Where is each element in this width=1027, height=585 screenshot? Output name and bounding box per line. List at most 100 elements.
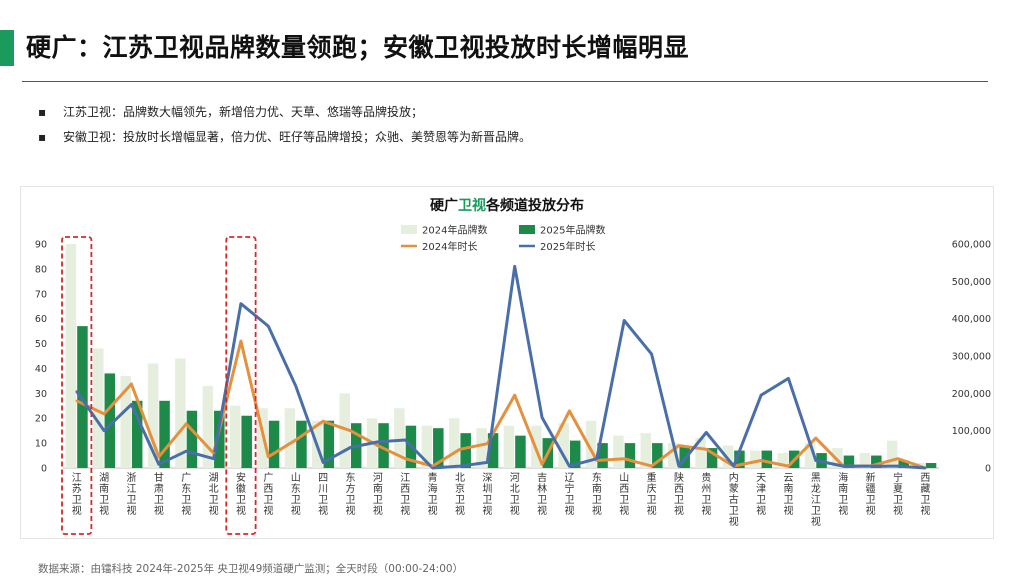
point-2024-duration [677,444,681,447]
chart-title-part-1: 硬广 [430,197,458,214]
category-label: 深圳卫视 [482,472,492,517]
point-2025-duration [759,394,763,397]
category-label: 四川卫视 [318,473,328,517]
bar-2024-brand [585,420,597,468]
point-2025-duration [458,464,462,468]
point-2025-duration [677,464,681,468]
category-label: 青海卫视 [428,471,438,517]
legend-swatch-brand-2024 [401,225,417,234]
bar-2024-brand [667,443,679,468]
category-label: 江西卫视 [400,472,410,517]
point-2024-duration [321,420,325,423]
bar-2024-brand [175,358,186,468]
y-left-tick-label: 20 [35,414,47,425]
bar-2025-brand [241,415,252,468]
category-label: 广东卫视 [181,472,191,517]
legend-label-brand-2024: 2024年品牌数 [422,224,487,237]
bar-2025-brand [734,450,745,468]
point-2025-duration [157,463,161,466]
bar-2024-brand [93,348,104,468]
point-2025-duration [212,457,215,460]
point-2025-duration [431,466,434,470]
chart-lines [75,264,927,470]
bar-2025-brand [104,373,116,468]
category-label: 内蒙古卫视 [729,471,739,528]
category-label: 宁夏卫视 [893,471,903,517]
bar-2024-brand [120,375,131,468]
point-2024-duration [540,463,544,466]
point-2024-duration [294,438,297,442]
bar-2025-brand [214,410,225,468]
bullet-text: 安徽卫视：投放时长增幅显著，倍力优、旺仔等品牌增投；众驰、美赞恩等为新晋品牌。 [63,130,532,144]
bar-2024-brand [476,428,487,468]
title-divider [22,81,988,82]
chart-title-part-2: 卫视 [458,197,486,214]
bar-2025-brand [268,420,280,468]
point-2025-duration [595,457,599,460]
bar-2024-brand [394,408,405,468]
bar-2025-brand [131,400,143,468]
bar-2025-brand [652,443,663,468]
point-2025-duration [239,302,243,305]
line-2025-duration [75,264,926,470]
y-right-tick-label: 200,000 [952,389,991,400]
point-2025-duration [75,390,78,393]
category-label: 江苏卫视 [72,472,82,517]
category-label: 甘肃卫视 [154,471,164,517]
point-2024-duration [595,459,599,462]
point-2025-duration [924,466,927,470]
bar-2025-brand [597,443,608,468]
bar-2024-brand [804,443,816,468]
point-2024-duration [431,464,434,468]
bar-2024-brand [421,425,433,468]
bar-2024-brand [339,393,350,468]
point-2024-duration [705,448,708,451]
point-2025-duration [376,440,380,444]
category-label: 云南卫视 [783,473,793,517]
point-2025-duration [568,464,571,468]
point-2024-duration [787,464,790,468]
bar-2025-brand [761,450,773,468]
chart-panel: 硬广卫视各频道投放分布 2024年品牌数 2025年品牌数 2024年时长 20… [20,186,994,539]
point-2024-duration [650,464,653,468]
point-2025-duration [102,429,106,432]
highlight-box [225,236,257,535]
category-label: 贵州卫视 [701,471,711,517]
point-2025-duration [294,384,297,388]
category-label: 河南卫视 [373,472,383,517]
y-right-tick-label: 0 [985,464,991,475]
channel-distribution-chart: 硬广卫视各频道投放分布 2024年品牌数 2025年品牌数 2024年时长 20… [35,197,991,535]
bar-2025-brand [460,433,471,468]
bar-2025-brand [871,455,882,468]
category-label: 东方卫视 [345,471,355,517]
y-right-tick-label: 100,000 [952,426,991,437]
bar-2025-brand [378,423,389,468]
bullet-text: 江苏卫视：品牌数大幅领先，新增倍力优、天草、悠瑞等品牌投放； [63,105,424,119]
y-left-tick-label: 80 [35,264,47,275]
point-2025-duration [732,464,735,468]
point-2025-duration [130,403,133,406]
chart-title: 硬广卫视各频道投放分布 [430,197,584,214]
category-label: 湖北卫视 [209,472,219,517]
bar-2024-brand [640,433,652,468]
point-2024-duration [513,394,516,397]
bar-2024-brand [832,448,843,468]
category-label: 北京卫视 [455,472,465,517]
point-2025-duration [486,461,489,464]
legend-swatch-brand-2025 [519,225,535,234]
point-2024-duration [814,436,818,440]
bar-2024-brand [859,453,871,468]
category-labels: 江苏卫视 湖南卫视 浙江卫视 甘肃卫视 广东卫视 湖北卫视 安徽卫视 广西卫视 山东卫视 四川卫视… [72,471,931,528]
bullet-list: ▪ 江苏卫视：品牌数大幅领先，新增倍力优、天草、悠瑞等品牌投放； ▪ 安徽卫视：… [38,104,531,154]
bar-2025-brand [624,443,636,468]
y-left-tick-label: 60 [35,314,47,325]
bar-2025-brand [706,448,718,468]
data-source-note: 数据来源：由镭科技 2024年-2025年 央卫视49频道硬广监测；全天时段（0… [38,563,464,575]
point-2025-duration [896,464,900,468]
bar-2025-brand [515,435,526,468]
category-label: 天津卫视 [756,473,766,517]
bar-2025-brand [433,428,444,468]
bullet-marker: ▪ [38,130,47,144]
point-2024-duration [130,382,133,386]
point-2025-duration [267,324,270,328]
